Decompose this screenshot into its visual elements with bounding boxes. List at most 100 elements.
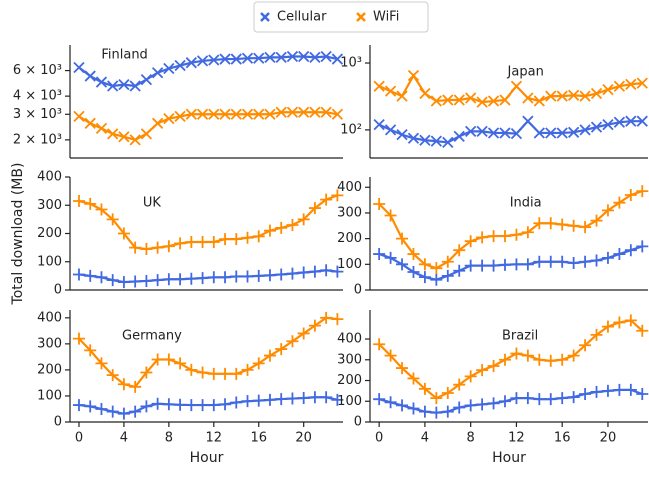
- data-marker: [465, 92, 477, 104]
- data-marker: [84, 70, 96, 82]
- data-marker: [544, 354, 557, 367]
- data-marker: [331, 53, 344, 65]
- data-marker: [230, 108, 242, 120]
- data-marker: [275, 343, 288, 356]
- panel-title: Brazil: [502, 328, 538, 343]
- data-marker: [174, 273, 187, 286]
- y-tick-label: 400: [337, 332, 362, 347]
- data-marker: [331, 265, 344, 278]
- data-marker: [533, 127, 545, 139]
- data-marker: [151, 274, 164, 287]
- data-marker: [286, 106, 299, 118]
- data-marker: [241, 270, 254, 283]
- data-marker: [544, 393, 557, 406]
- data-marker: [106, 405, 119, 418]
- y-tick-label: 4 × 10³: [13, 89, 62, 104]
- data-marker: [84, 269, 97, 282]
- data-marker: [613, 80, 626, 92]
- panel-title: UK: [143, 195, 162, 210]
- data-marker: [613, 116, 626, 128]
- data-marker: [396, 128, 408, 141]
- data-marker: [162, 240, 175, 253]
- y-tick-label: 400: [37, 170, 62, 185]
- data-marker: [174, 110, 186, 123]
- data-marker: [407, 132, 420, 144]
- x-tick-label: 12: [508, 431, 525, 446]
- data-marker: [556, 218, 569, 231]
- data-marker: [95, 402, 108, 415]
- data-marker: [636, 388, 649, 400]
- data-marker: [196, 108, 209, 120]
- data-marker: [264, 51, 276, 63]
- data-marker: [418, 271, 431, 284]
- data-marker: [636, 324, 649, 337]
- data-marker: [196, 55, 209, 67]
- data-marker: [453, 264, 466, 277]
- data-marker: [275, 106, 287, 118]
- data-marker: [487, 397, 500, 410]
- data-marker: [151, 353, 164, 366]
- y-tick-label: 100: [37, 388, 62, 403]
- data-marker: [151, 67, 164, 79]
- series-line: [378, 245, 643, 281]
- data-marker: [522, 92, 534, 104]
- data-marker: [320, 391, 333, 404]
- data-marker: [556, 127, 568, 139]
- data-marker: [151, 241, 164, 254]
- data-marker: [196, 235, 209, 248]
- data-marker: [464, 235, 477, 248]
- data-marker: [498, 353, 511, 366]
- data-marker: [106, 213, 119, 226]
- data-marker: [418, 382, 431, 395]
- data-marker: [442, 94, 454, 106]
- data-marker: [331, 189, 344, 202]
- data-marker: [118, 131, 130, 143]
- data-marker: [129, 80, 141, 92]
- data-marker: [636, 115, 648, 127]
- y-tick-label: 200: [337, 373, 362, 388]
- data-marker: [174, 237, 187, 250]
- data-marker: [533, 393, 546, 406]
- data-marker: [567, 349, 580, 362]
- data-marker: [602, 118, 614, 131]
- y-tick-label: 0: [54, 283, 62, 298]
- y-tick-label: 10²: [340, 122, 362, 137]
- data-marker: [430, 406, 443, 419]
- data-marker: [196, 272, 209, 285]
- data-marker: [499, 127, 511, 139]
- data-marker: [373, 197, 386, 210]
- legend-marker: [356, 12, 366, 22]
- x-tick-label: 12: [206, 431, 223, 446]
- data-marker: [95, 122, 108, 134]
- data-marker: [533, 95, 545, 107]
- data-marker: [84, 117, 96, 129]
- data-marker: [419, 87, 431, 100]
- data-marker: [208, 108, 220, 120]
- data-marker: [263, 224, 276, 237]
- data-marker: [118, 79, 130, 91]
- legend-marker: [260, 12, 270, 22]
- data-marker: [533, 217, 546, 230]
- y-tick-label: 300: [337, 352, 362, 367]
- data-marker: [219, 398, 232, 411]
- data-marker: [579, 221, 592, 234]
- y-tick-label: 6 × 10³: [13, 63, 62, 78]
- x-tick-label: 0: [375, 431, 383, 446]
- data-marker: [384, 209, 397, 222]
- data-marker: [384, 85, 397, 97]
- y-tick-label: 100: [37, 254, 62, 269]
- data-marker: [567, 219, 580, 232]
- data-marker: [510, 258, 523, 271]
- data-marker: [510, 228, 523, 241]
- data-marker: [264, 108, 276, 120]
- data-marker: [464, 370, 477, 383]
- y-tick-label: 300: [37, 336, 62, 351]
- data-marker: [207, 367, 220, 380]
- data-marker: [625, 78, 637, 90]
- legend-label: Cellular: [277, 10, 327, 25]
- data-marker: [275, 221, 288, 234]
- data-marker: [95, 357, 108, 370]
- data-marker: [241, 363, 254, 376]
- data-marker: [297, 327, 310, 340]
- y-tick-label: 0: [54, 415, 62, 430]
